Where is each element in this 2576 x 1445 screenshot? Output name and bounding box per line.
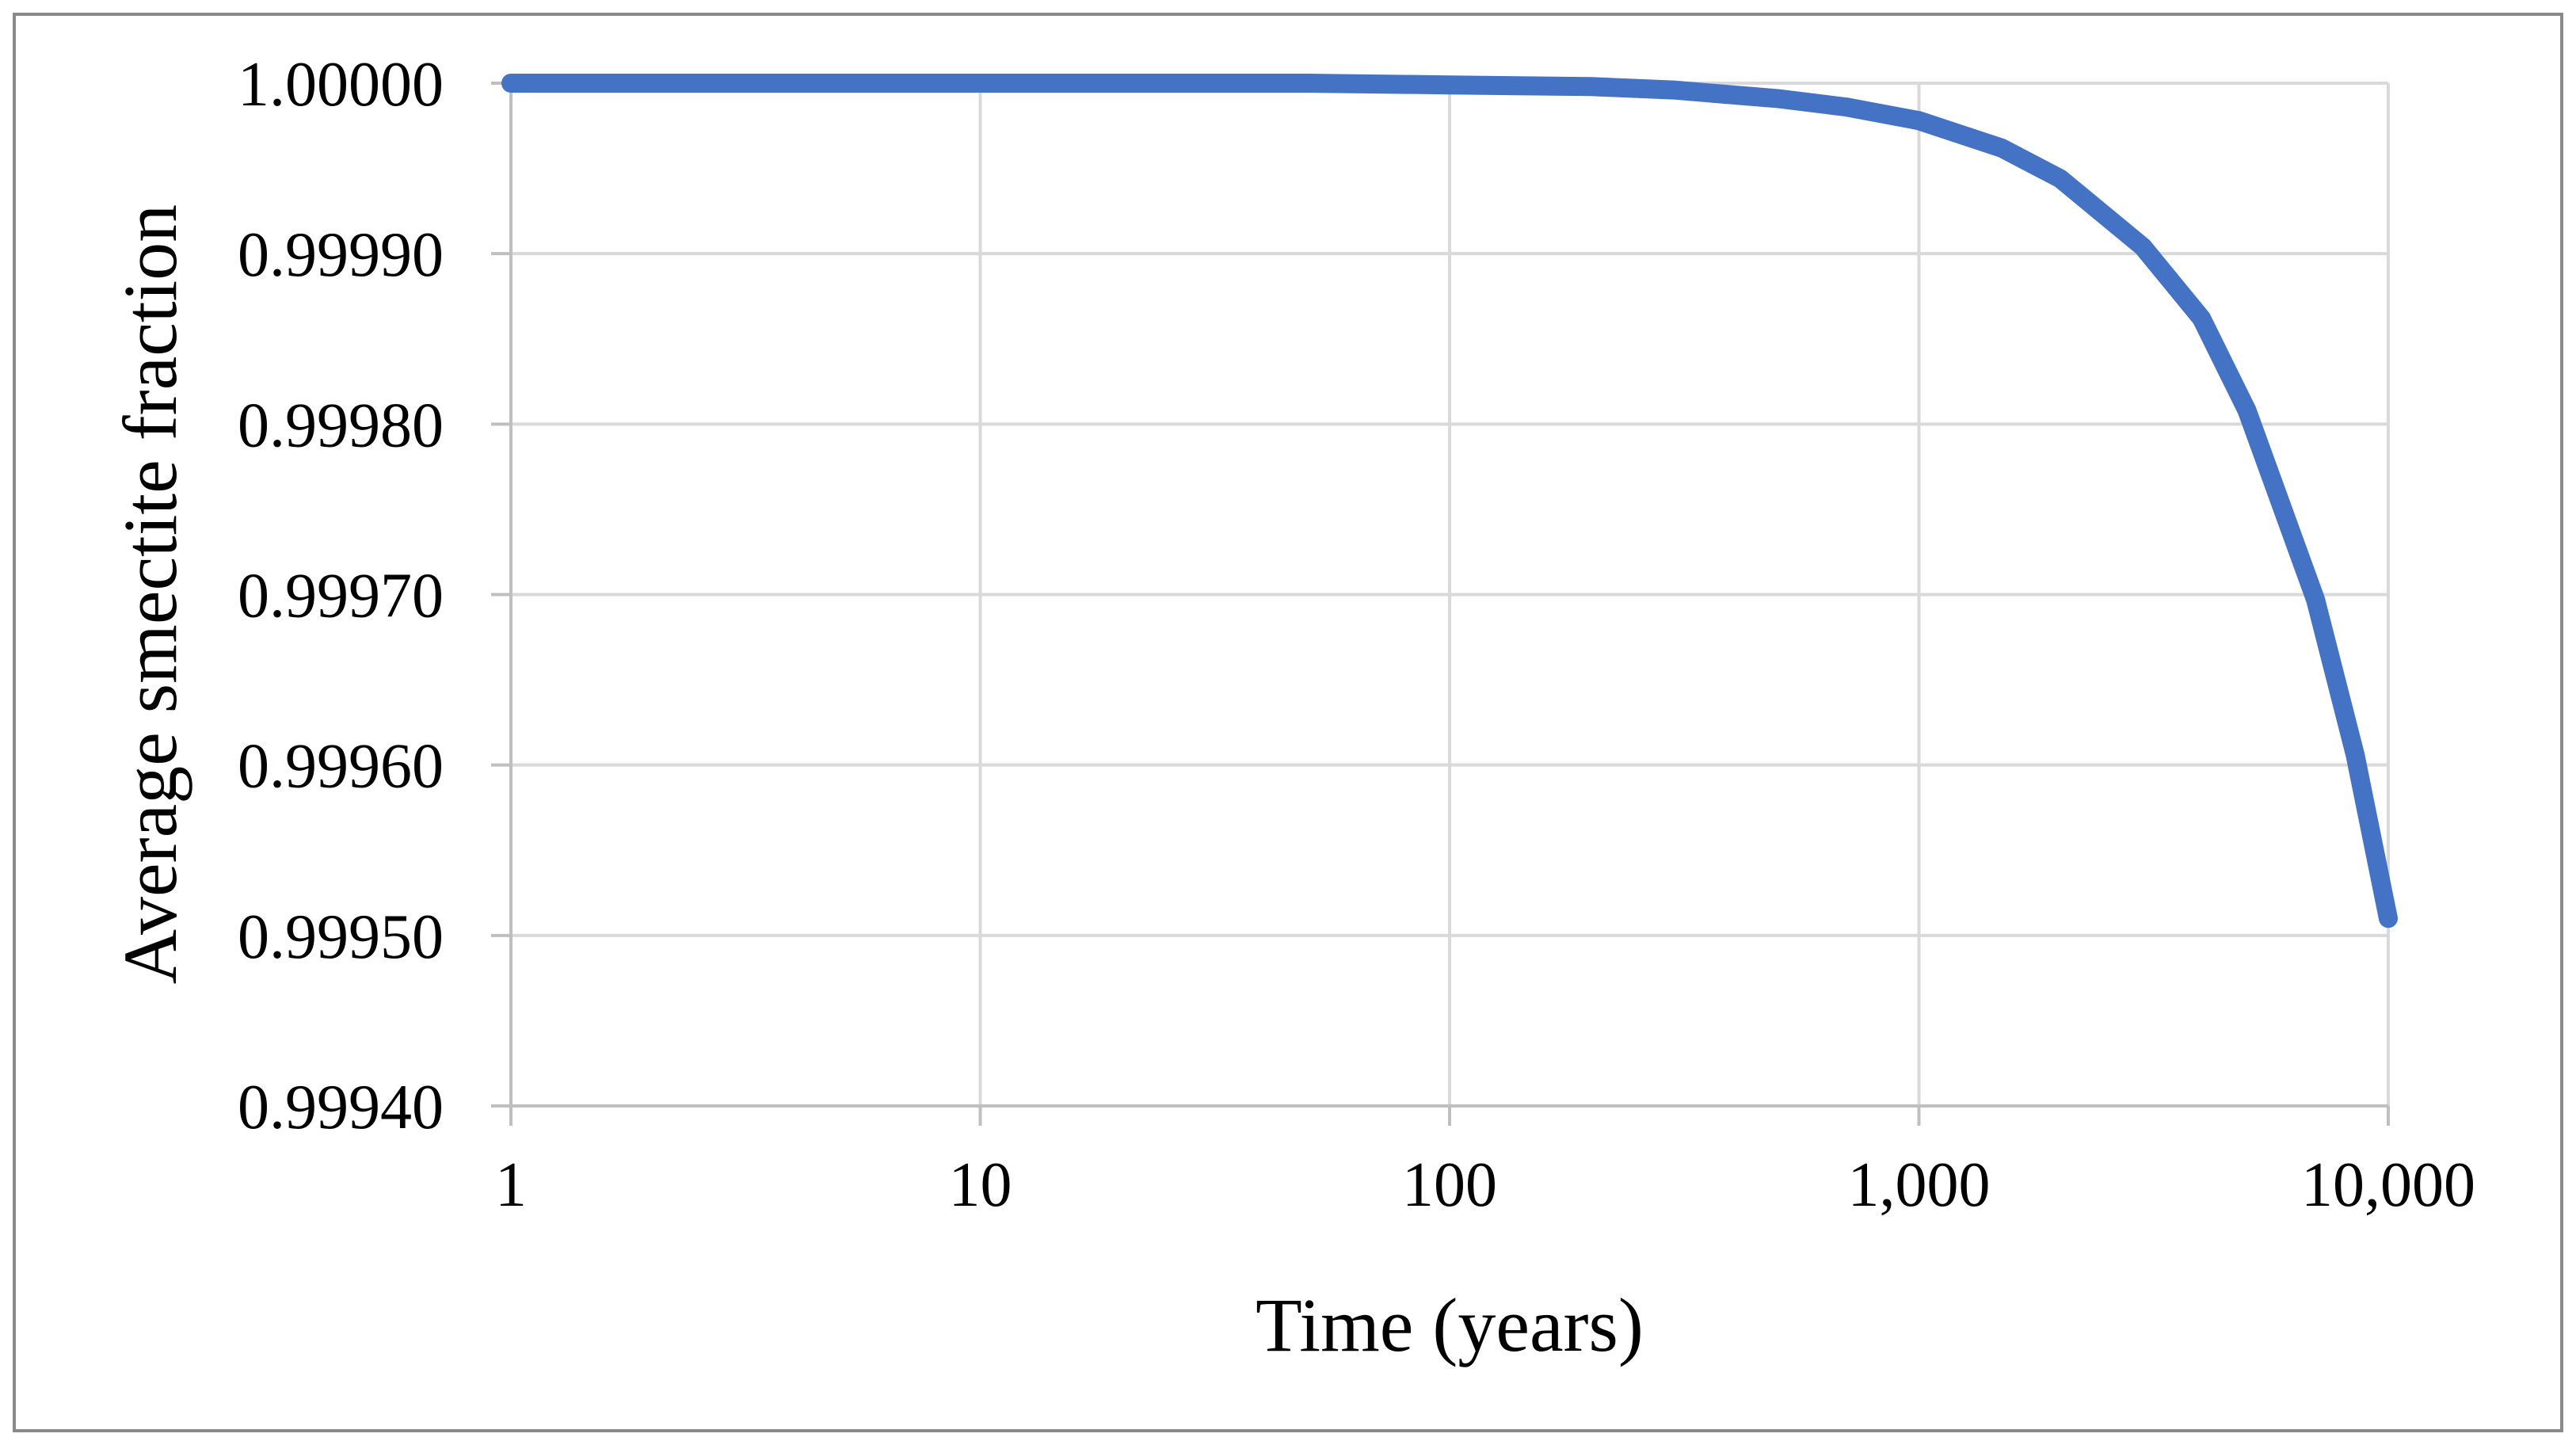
x-tick-label: 10 — [949, 1150, 1012, 1220]
y-tick-label: 0.99960 — [238, 732, 444, 802]
y-tick-label: 1.00000 — [238, 50, 444, 120]
x-axis-title: Time (years) — [1256, 1283, 1644, 1367]
x-tick-label: 10,000 — [2301, 1150, 2475, 1220]
y-axis-title: Average smectite fraction — [108, 204, 192, 985]
y-tick-label: 0.99940 — [238, 1073, 444, 1142]
x-tick-label: 1 — [495, 1150, 527, 1220]
y-tick-label: 0.99950 — [238, 902, 444, 972]
y-tick-label: 0.99980 — [238, 391, 444, 460]
x-tick-label: 1,000 — [1848, 1150, 1991, 1220]
curve-series — [501, 74, 2398, 928]
x-tick-label: 100 — [1402, 1150, 1497, 1220]
y-tick-label: 0.99970 — [238, 562, 444, 631]
y-tick-label: 0.99990 — [238, 220, 444, 290]
